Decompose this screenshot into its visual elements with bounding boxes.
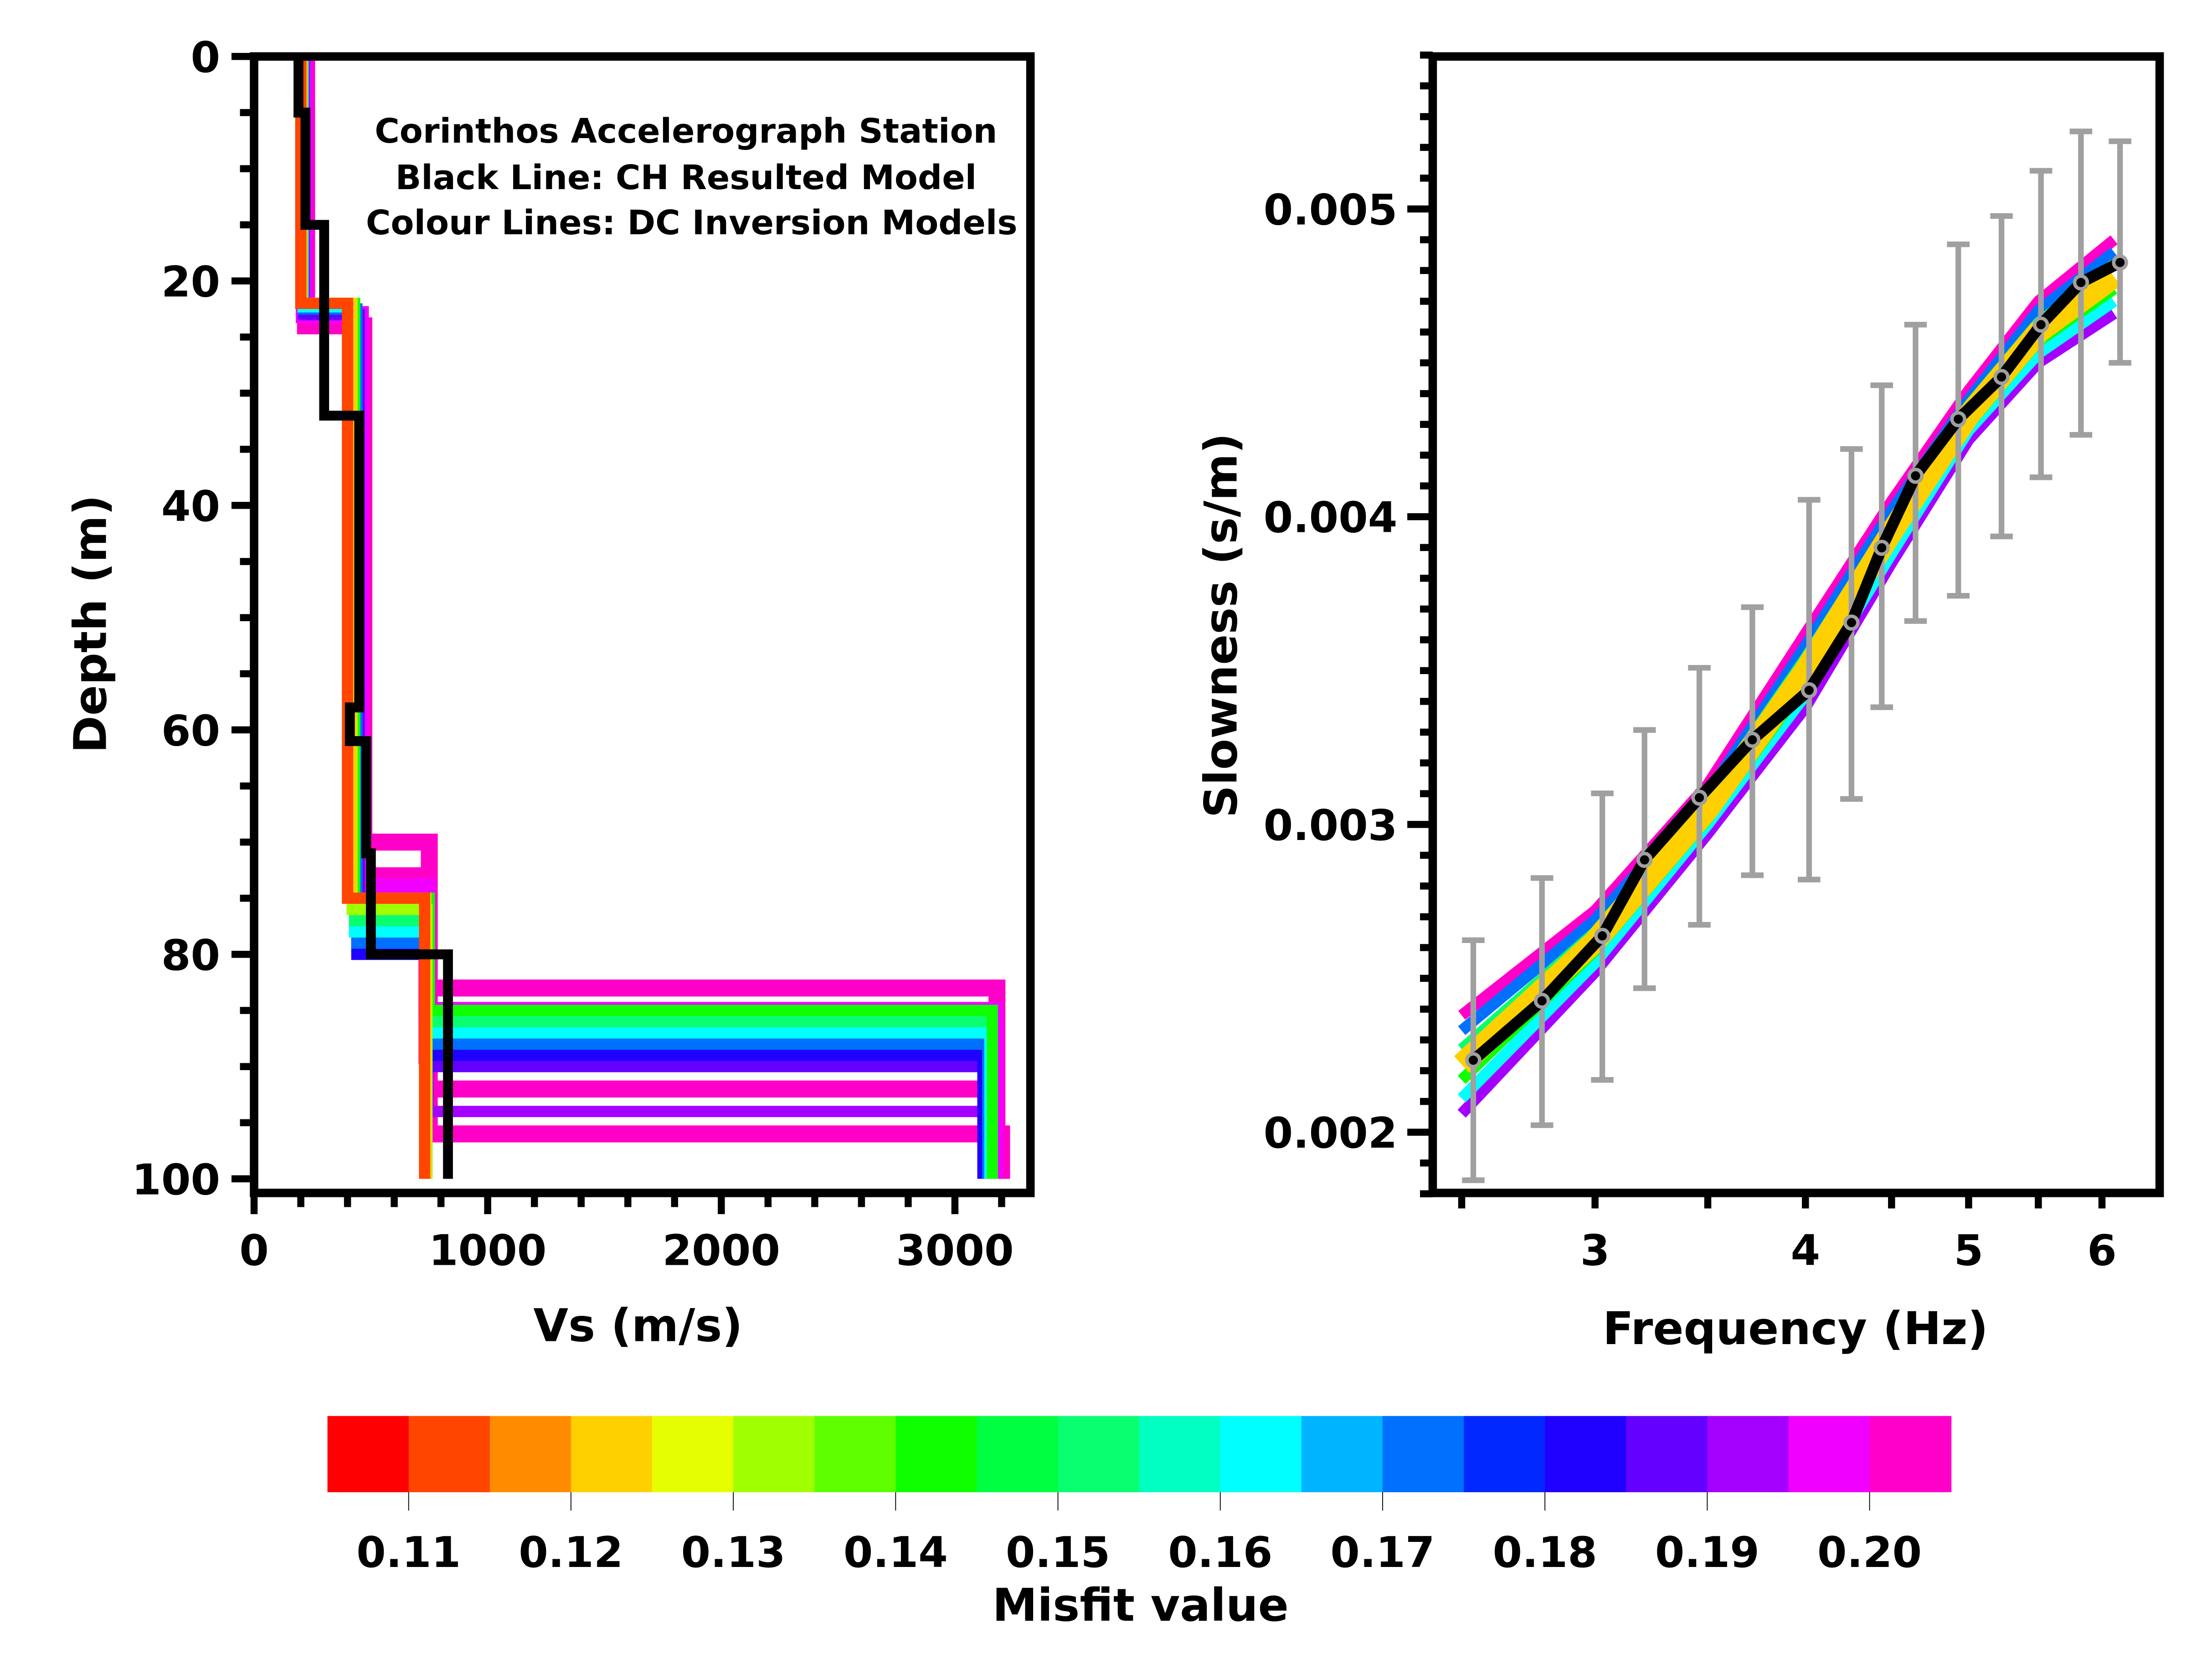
colorbar-label: Misfit value [993, 1579, 1289, 1632]
annotation-line-2: Black Line: CH Resulted Model [396, 158, 977, 197]
colorbar-swatch [895, 1416, 978, 1493]
x-tick-label: 3000 [896, 1226, 1014, 1275]
y-tick-label: 100 [132, 1155, 220, 1204]
colorbar-tick-label: 0.12 [519, 1528, 623, 1577]
data-point [1594, 928, 1610, 944]
colorbar-swatch [1382, 1416, 1465, 1493]
data-point [1636, 851, 1653, 868]
y-tick-label: 0.003 [1264, 801, 1398, 850]
y-tick-label: 0.004 [1264, 493, 1398, 542]
annotation-line-3: Colour Lines: DC Inversion Models [366, 203, 1018, 242]
misfit-colorbar: 0.11 0.12 0.13 0.14 0.15 0.16 0.17 0.18 0.19 0.20 [327, 1416, 1952, 1577]
colorbar-swatch [1058, 1416, 1140, 1493]
x-tick-label: 3 [1580, 1226, 1610, 1275]
colorbar-tick-label: 0.14 [844, 1528, 948, 1577]
data-point [1691, 789, 1708, 806]
colorbar-swatch [489, 1416, 572, 1493]
x-tick-label: 2000 [663, 1226, 781, 1275]
dispersion-curve [1458, 235, 2118, 1020]
data-point [1744, 732, 1761, 748]
colorbar-swatch [327, 1416, 410, 1493]
data-point [2032, 316, 2049, 333]
colorbar-tick-label: 0.19 [1655, 1528, 1760, 1577]
data-point [1465, 1052, 1482, 1068]
x-tick-label: 0 [239, 1226, 269, 1275]
colorbar-swatch [1545, 1416, 1627, 1493]
colorbar-tick-label: 0.16 [1168, 1528, 1272, 1577]
colorbar-swatch [571, 1416, 653, 1493]
colorbar-tick-label: 0.17 [1330, 1528, 1435, 1577]
vs-model-line [297, 56, 1006, 1179]
right-x-axis-label: Frequency (Hz) [1603, 1303, 1988, 1355]
y-tick-label: 40 [161, 482, 220, 531]
ch-resulted-model [293, 56, 453, 1179]
y-tick-label: 20 [161, 257, 220, 306]
colorbar-tick-label: 0.20 [1817, 1528, 1922, 1577]
vs-model-line [295, 56, 431, 1179]
colorbar-swatch [652, 1416, 734, 1493]
y-tick-label: 60 [161, 706, 220, 755]
data-point [1843, 614, 1860, 631]
data-point [1801, 682, 1817, 699]
colorbar-swatch [1139, 1416, 1221, 1493]
colorbar-swatch [733, 1416, 815, 1493]
left-x-axis-label: Vs (m/s) [533, 1300, 742, 1352]
x-tick-label: 1000 [429, 1226, 547, 1275]
x-tick-label: 5 [1954, 1226, 1984, 1275]
y-tick-label: 0.002 [1264, 1108, 1398, 1158]
y-tick-label: 80 [161, 931, 220, 980]
colorbar-swatch [1301, 1416, 1384, 1493]
dc-inversion-models [295, 56, 1010, 1179]
dispersion-curve [1458, 247, 2118, 1035]
left-y-axis-label: Depth (m) [64, 495, 117, 753]
annotation-line-1: Corinthos Accelerograph Station [375, 111, 997, 151]
colorbar-swatch [408, 1416, 491, 1493]
colorbar-tick-label: 0.15 [1006, 1528, 1110, 1577]
data-point [1533, 993, 1550, 1009]
data-point [1907, 468, 1924, 484]
left-plot-frame [250, 52, 1035, 1197]
right-plot-frame [1428, 52, 2164, 1197]
data-point [1950, 411, 1967, 428]
colorbar-swatch [1707, 1416, 1789, 1493]
data-point [2073, 274, 2089, 291]
observed-dispersion [1462, 129, 2131, 1183]
colorbar-swatch [1788, 1416, 1871, 1493]
x-tick-label: 6 [2087, 1226, 2117, 1275]
colorbar-tick-label: 0.18 [1493, 1528, 1597, 1577]
y-tick-label: 0.005 [1264, 186, 1398, 235]
x-tick-label: 4 [1790, 1226, 1820, 1275]
ch-model-line [293, 56, 453, 1179]
data-point [1993, 369, 2010, 385]
colorbar-swatch [1869, 1416, 1952, 1493]
colorbar-swatch [977, 1416, 1059, 1493]
colorbar-swatch [1464, 1416, 1546, 1493]
colorbar-swatch [814, 1416, 896, 1493]
colorbar-tick-label: 0.13 [681, 1528, 786, 1577]
data-point [2112, 254, 2128, 271]
colorbar-swatch [1220, 1416, 1302, 1493]
colorbar-tick-label: 0.11 [356, 1528, 461, 1577]
right-y-axis-label: Slowness (s/m) [1195, 433, 1247, 818]
y-tick-label: 0 [191, 33, 221, 82]
right-axis-ticks: 0.002 0.003 0.004 0.005 3 4 5 6 [1264, 52, 2117, 1275]
colorbar-swatch [1626, 1416, 1708, 1493]
data-point [1873, 540, 1890, 556]
